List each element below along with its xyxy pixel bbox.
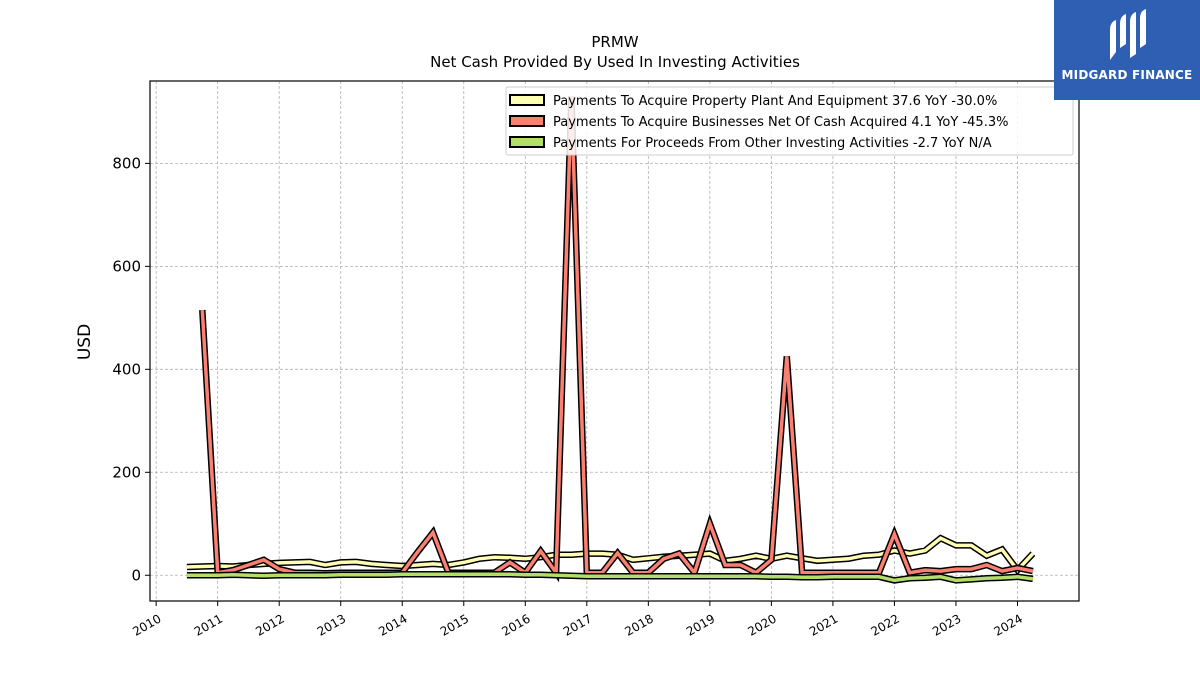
legend-label: Payments For Proceeds From Other Investi… — [553, 136, 992, 151]
y-tick-label: 600 — [112, 257, 141, 275]
series-3 — [186, 570, 1034, 584]
legend-label: Payments To Acquire Property Plant And E… — [553, 94, 997, 109]
x-tick-label: 2010 — [130, 611, 163, 638]
chart-subtitle: Net Cash Provided By Used In Investing A… — [430, 53, 800, 71]
series-1-line — [186, 536, 1035, 573]
series-2-line — [200, 96, 1034, 578]
series-1 — [186, 534, 1036, 576]
plot-frame — [149, 80, 1080, 602]
chart-title: PRMW — [591, 33, 638, 51]
series-2-outline — [199, 96, 1034, 583]
legend-box — [505, 86, 1074, 156]
grid-lines — [150, 81, 1079, 601]
x-tick-label: 2015 — [438, 611, 471, 638]
x-tick-label: 2022 — [868, 611, 901, 638]
x-tick-label: 2018 — [622, 611, 655, 638]
y-tick-label: 200 — [112, 463, 141, 481]
x-tick-label: 2013 — [315, 611, 348, 638]
x-tick-label: 2024 — [992, 611, 1025, 638]
series-2 — [199, 96, 1034, 583]
y-axis-label: USD — [75, 324, 95, 360]
x-tick-label: 2019 — [684, 611, 717, 638]
legend-swatch — [509, 115, 545, 127]
x-tick-label: 2021 — [807, 611, 840, 638]
midgard-logo-icon — [1110, 9, 1146, 60]
legend-swatch — [509, 136, 545, 148]
x-tick-label: 2012 — [253, 611, 286, 638]
y-tick-label: 400 — [112, 360, 141, 378]
x-tick-label: 2016 — [499, 611, 532, 638]
y-tick-label: 800 — [112, 154, 141, 172]
brand-name: MIDGARD FINANCE — [1061, 68, 1193, 82]
legend-swatch — [509, 94, 545, 106]
y-axis: 0 200 400 600 800 — [112, 154, 150, 584]
x-tick-label: 2017 — [561, 611, 594, 638]
y-tick-label: 0 — [131, 566, 141, 584]
x-axis: 2010 2011 2012 2013 2014 2015 2016 2017 2018 2019… — [130, 601, 1025, 639]
x-tick-label: 2023 — [930, 611, 963, 638]
x-tick-label: 2014 — [376, 611, 409, 638]
series-3-line — [186, 572, 1034, 583]
x-tick-label: 2011 — [192, 611, 225, 638]
brand-logo: MIDGARD FINANCE — [1054, 0, 1200, 100]
x-tick-label: 2020 — [745, 611, 778, 638]
series-layer — [186, 96, 1036, 584]
legend-label: Payments To Acquire Businesses Net Of Ca… — [553, 115, 1008, 130]
legend: Payments To Acquire Property Plant And E… — [505, 86, 1074, 156]
